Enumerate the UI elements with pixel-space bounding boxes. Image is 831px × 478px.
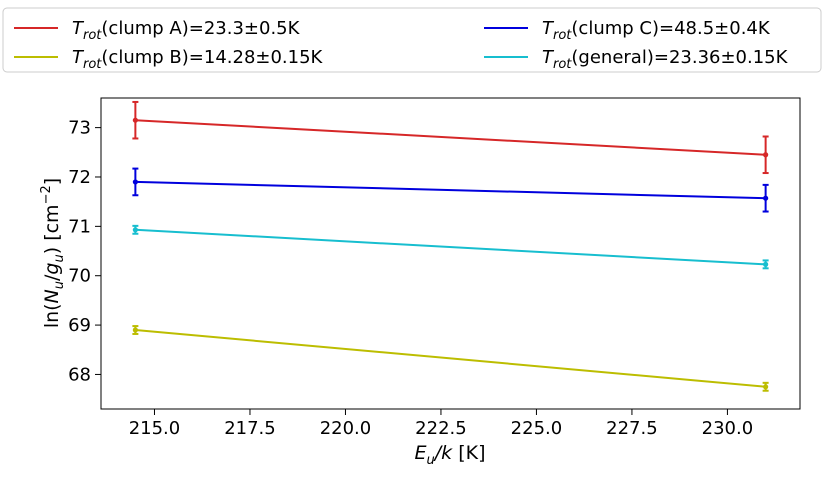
y-axis-label-post: ) [cm [41,204,63,254]
x-axis-label-main: E [415,442,427,464]
x-axis-label-tail: /k [433,442,453,464]
x-axis-label-unit: [K] [452,442,485,464]
series-line-general [135,228,766,266]
y-axis-label: ln(Nu/gu) [cm−2] [39,178,67,328]
x-axis: 215.0 217.5 220.0 222.5 225.0 227.5 230.0 [129,409,753,439]
y-axis-label-slash: / [41,274,63,281]
legend-entry-clumpA: Trot(clump A)=23.3±0.5K [14,18,301,43]
y-tick-label: 69 [68,315,91,336]
series-layer [132,100,769,392]
legend-label: Trot(clump A)=23.3±0.5K [72,18,301,43]
y-axis: 68 69 70 71 72 73 [68,118,101,385]
x-tick-label: 227.5 [606,418,658,439]
y-tick-label: 70 [68,266,91,287]
y-axis-label-close: ] [41,178,63,185]
legend-entry-clumpC: Trot(clump C)=48.5±0.4K [484,18,771,43]
y-axis-label-pre: ln( [41,303,63,328]
y-axis-label-exp: −2 [39,185,54,204]
data-point [763,195,769,201]
x-axis-label-sub: u [427,453,435,468]
data-point [132,117,138,123]
data-point [132,327,138,333]
x-tick-label: 215.0 [129,418,181,439]
data-point [763,261,769,267]
legend-frame [2,7,822,73]
y-axis-label-n: N [41,289,63,303]
y-tick-label: 68 [68,364,91,385]
legend-label: Trot(general)=23.36±0.15K [542,47,789,72]
legend-label: Trot(clump C)=48.5±0.4K [542,18,771,43]
data-point [763,384,769,390]
y-axis-label-u2: u [52,254,67,262]
y-axis-label-u1: u [52,281,67,289]
data-point [132,179,138,185]
series-clumpC [132,167,769,213]
y-tick-label: 72 [68,167,91,188]
x-tick-label: 222.5 [415,418,467,439]
x-tick-label: 217.5 [224,418,276,439]
legend-entry-clumpB: Trot(clump B)=14.28±0.15K [14,47,324,72]
series-clumpB [132,325,769,392]
y-axis-label-g: g [41,263,63,275]
legend-entry-general: Trot(general)=23.36±0.15K [484,47,789,72]
data-point [763,152,769,158]
y-tick-label: 71 [68,216,91,237]
x-tick-label: 230.0 [702,418,754,439]
series-line-clumpA [135,119,766,156]
x-axis-label: Eu/k [K] [415,442,486,468]
legend-label: Trot(clump B)=14.28±0.15K [72,47,324,72]
y-tick-label: 73 [68,118,91,139]
data-point [132,227,138,233]
legend: Trot(clump A)=23.3±0.5K Trot(clump B)=14.… [2,7,822,73]
x-tick-label: 220.0 [320,418,372,439]
series-clumpA [132,100,769,175]
plot-frame [100,97,801,410]
series-line-clumpC [135,180,766,200]
series-general [132,224,769,270]
series-line-clumpB [135,329,766,388]
x-tick-label: 225.0 [511,418,563,439]
